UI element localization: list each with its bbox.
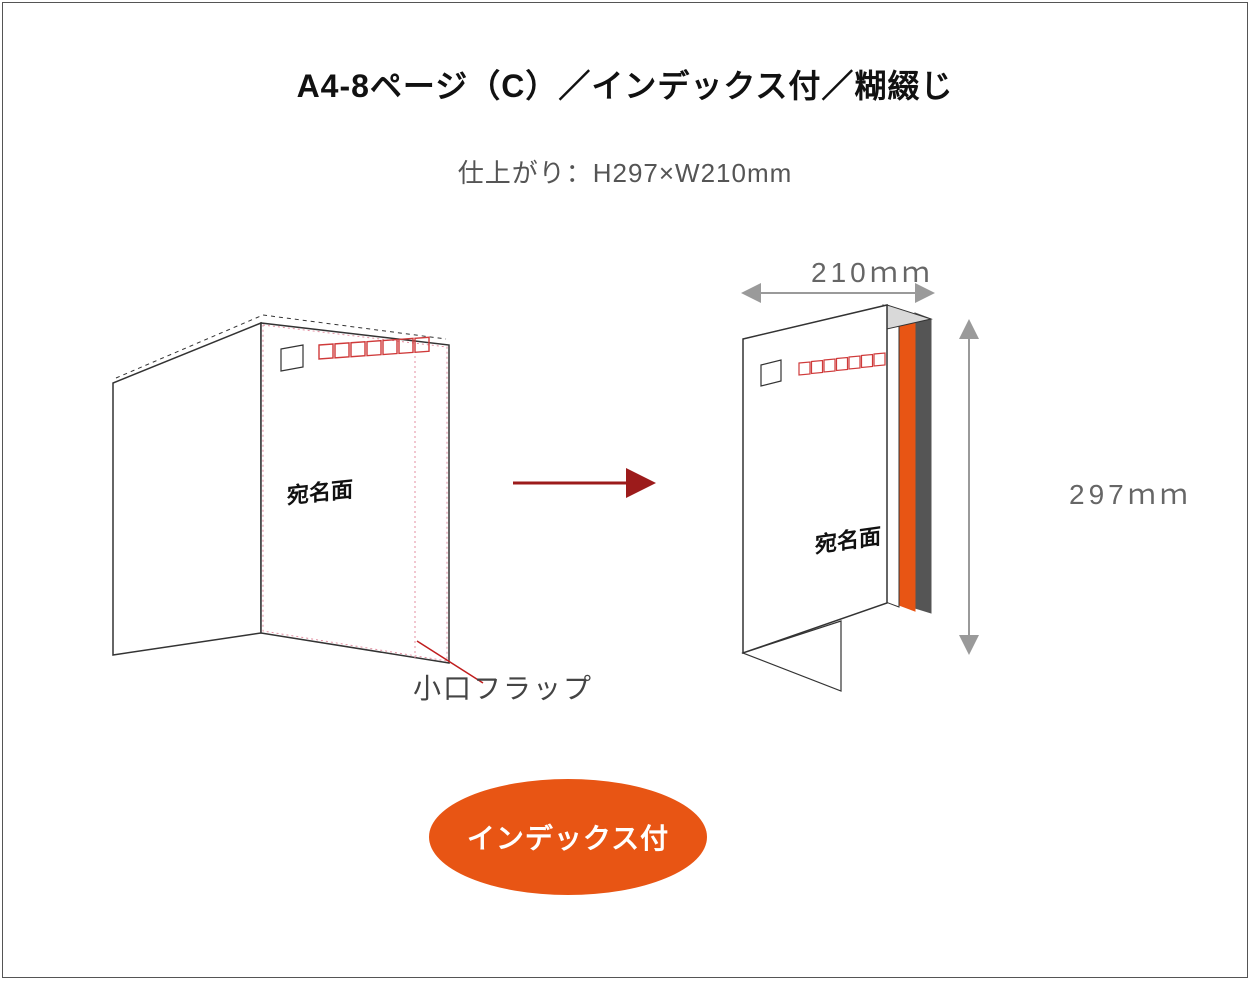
height-dimension-label: 297ｍｍ xyxy=(1069,473,1192,513)
flap-label: 小口フラップ xyxy=(413,667,593,707)
index-badge: インデックス付 xyxy=(429,779,707,895)
diagram-svg xyxy=(3,253,1249,733)
index-badge-text: インデックス付 xyxy=(467,817,669,857)
subtitle: 仕上がり：H297×W210mm xyxy=(3,153,1247,190)
title: A4-8ページ（C）／インデックス付／糊綴じ xyxy=(3,61,1247,107)
diagram-frame: A4-8ページ（C）／インデックス付／糊綴じ 仕上がり：H297×W210mm … xyxy=(2,2,1248,978)
diagram-stage xyxy=(3,253,1247,733)
width-dimension-label: 210ｍｍ xyxy=(811,251,934,291)
